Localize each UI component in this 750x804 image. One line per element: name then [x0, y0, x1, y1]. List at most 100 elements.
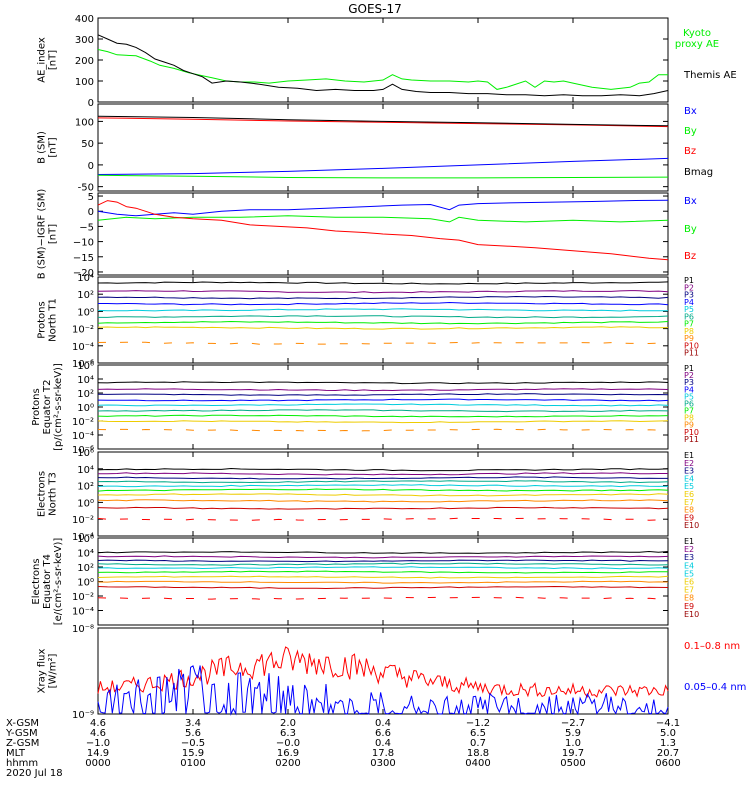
legend-entry: E6: [684, 490, 694, 499]
legend-entry: E5: [684, 569, 694, 578]
series-e10: [97, 596, 669, 600]
legend-entry: Bz: [684, 146, 696, 157]
y-axis-label: North T3: [48, 472, 59, 516]
legend-entry: P3: [684, 378, 694, 387]
legend-entry: E8: [684, 594, 694, 603]
series-p2: [97, 290, 669, 294]
series-bz: [97, 200, 669, 261]
series-p5: [97, 403, 669, 407]
y-axis-label: [nT]: [48, 224, 59, 244]
y-axis-label: [nT]: [48, 50, 59, 70]
y-tick-label: −5: [79, 222, 94, 233]
x-row-value: 0.7: [470, 738, 486, 749]
legend-entry: P1: [684, 364, 694, 373]
series-e2: [98, 472, 668, 476]
x-row-value: 1.3: [660, 738, 676, 749]
plot-title: GOES-17: [348, 2, 402, 16]
legend-entry: E9: [684, 513, 694, 522]
y-axis-label: B (SM): [37, 131, 48, 164]
legend-entry: P7: [684, 407, 694, 416]
y-tick-label: -50: [78, 183, 94, 194]
y-tick-label: 10⁶: [77, 361, 94, 372]
panel-frame: [97, 451, 669, 537]
legend-entry: E2: [684, 459, 694, 468]
x-row-value: −2.7: [561, 718, 585, 729]
x-row-value: 5.0: [660, 728, 676, 739]
x-row-value: 0400: [465, 758, 490, 769]
series-e4: [97, 562, 669, 566]
legend-entry: P10: [684, 428, 699, 437]
series-e8: [97, 580, 669, 584]
x-row-label: Y-GSM: [5, 728, 38, 739]
series-e10: [97, 517, 669, 521]
legend-entry: P7: [684, 320, 694, 329]
x-row-value: 5.6: [185, 728, 201, 739]
legend-entry: P4: [684, 385, 694, 394]
y-axis-label: Protons: [37, 301, 48, 338]
legend-entry: P5: [684, 305, 694, 314]
x-row-value: −0.5: [181, 738, 205, 749]
series-e5: [97, 484, 669, 488]
series-p3: [97, 295, 669, 300]
y-tick-label: 10⁻²: [72, 592, 94, 603]
x-row-value: 0.4: [375, 718, 391, 729]
series-p8: [97, 420, 669, 424]
y-tick-label: 10⁻⁴: [72, 607, 94, 618]
y-tick-label: 10⁻²: [72, 325, 94, 336]
y-axis-label: [nT]: [48, 137, 59, 157]
y-axis-label: North T1: [48, 298, 59, 342]
y-tick-label: −10: [73, 238, 94, 249]
series-p4: [98, 301, 669, 306]
panel-frame: [97, 276, 669, 364]
y-tick-label: 10⁻⁶: [72, 359, 94, 370]
y-axis-label: Equator T4: [42, 554, 53, 609]
series-e6: [97, 570, 669, 574]
series-kyoto-proxy-ae: [97, 49, 668, 90]
x-row-value: 0000: [85, 758, 110, 769]
legend-entry: P6: [684, 399, 694, 408]
legend-entry: P9: [684, 421, 694, 430]
legend-entry: P8: [684, 327, 694, 336]
y-tick-label: 10⁴: [77, 549, 94, 560]
series-e8: [97, 499, 669, 503]
series-e6: [97, 488, 669, 492]
y-tick-label: 10⁶: [77, 448, 94, 459]
y-tick-label: 10⁴: [77, 375, 94, 386]
x-row-value: 2.0: [280, 718, 296, 729]
x-row-value: 4.6: [90, 728, 106, 739]
legend-entry: E7: [684, 586, 694, 595]
x-row-value: 15.9: [182, 748, 204, 759]
y-tick-label: 10²: [77, 389, 94, 400]
y-axis-label: Electrons: [37, 471, 48, 517]
series-e7: [97, 493, 669, 497]
series-by: [97, 215, 669, 223]
series-by: [97, 174, 669, 179]
y-tick-label: −15: [73, 253, 94, 264]
legend-entry: Bx: [684, 106, 697, 117]
y-axis-label: [e/(cm²-s-sr-keV)]: [53, 538, 64, 626]
series-e5: [97, 566, 669, 570]
x-row-value: 6.3: [280, 728, 296, 739]
y-tick-label: 10²: [77, 482, 94, 493]
legend-entry: By: [684, 224, 697, 235]
legend-entry: E4: [684, 561, 694, 570]
legend-entry: E4: [684, 474, 694, 483]
x-row-value: 0100: [180, 758, 205, 769]
x-row-value: 5.9: [565, 728, 581, 739]
panel-bigrf: −20 −15 −10 −5 0 5 B (SM)−IGRF (SM) [nT] Bx By Bz: [37, 189, 697, 280]
x-row-value: −4.1: [656, 718, 680, 729]
x-row-value: 14.9: [87, 748, 109, 759]
series-p6: [98, 315, 669, 319]
x-row-label: Z-GSM: [6, 738, 39, 749]
y-tick-label: 300: [75, 35, 94, 46]
legend-entry: E5: [684, 482, 694, 491]
legend-entry: Bmag: [684, 167, 713, 178]
legend-entry: By: [684, 126, 697, 137]
legend-entry: P8: [684, 414, 694, 423]
y-axis-label: [W/m²]: [48, 653, 59, 688]
panel-bsm: -50 0 50 100 B (SM) [nT] Bx By Bz Bmag: [37, 103, 713, 194]
